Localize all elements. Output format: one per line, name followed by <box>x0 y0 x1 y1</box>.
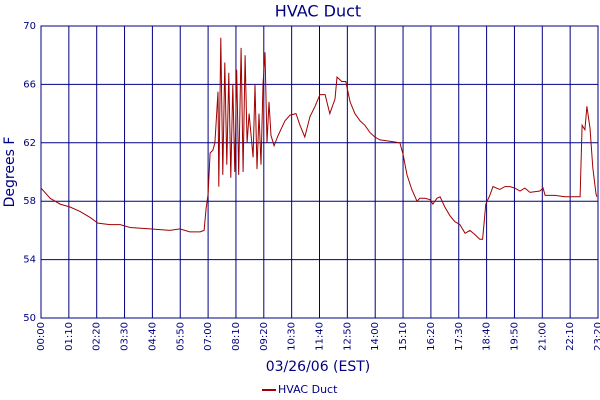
x-tick-label: 11:40 <box>315 322 326 351</box>
x-tick-label: 14:00 <box>370 322 381 351</box>
x-tick-label: 21:00 <box>537 322 548 351</box>
y-tick-label: 66 <box>23 79 36 90</box>
x-tick-label: 19:50 <box>509 322 520 351</box>
x-tick-label: 01:10 <box>64 322 75 351</box>
chart-title: HVAC Duct <box>275 2 361 21</box>
data-line <box>40 37 598 240</box>
y-tick-label: 62 <box>23 138 36 149</box>
y-tick-label: 70 <box>23 21 36 32</box>
x-tick-label: 04:40 <box>147 322 158 351</box>
x-tick-label: 08:10 <box>231 322 242 351</box>
y-tick-label: 58 <box>23 196 36 207</box>
y-tick-label: 54 <box>23 255 36 266</box>
x-tick-label: 16:20 <box>426 322 437 351</box>
x-tick-label: 03:30 <box>120 322 131 351</box>
x-tick-label: 02:20 <box>92 322 103 351</box>
x-tick-label: 10:30 <box>287 322 298 351</box>
y-axis-label: Degrees F <box>2 137 18 208</box>
x-tick-label: 00:00 <box>36 322 47 351</box>
x-tick-label: 17:30 <box>454 322 465 351</box>
x-tick-label: 18:40 <box>482 322 493 351</box>
x-tick-label: 23:20 <box>593 322 600 351</box>
x-tick-label: 22:10 <box>565 322 576 351</box>
legend-label: HVAC Duct <box>278 383 338 396</box>
x-tick-label: 12:50 <box>342 322 353 351</box>
x-axis-label: 03/26/06 (EST) <box>266 359 371 375</box>
x-tick-label: 15:10 <box>398 322 409 351</box>
x-tick-label: 09:20 <box>259 322 270 351</box>
x-tick-label: 05:50 <box>175 322 186 351</box>
y-tick-label: 50 <box>23 313 36 324</box>
x-tick-label: 07:00 <box>203 322 214 351</box>
